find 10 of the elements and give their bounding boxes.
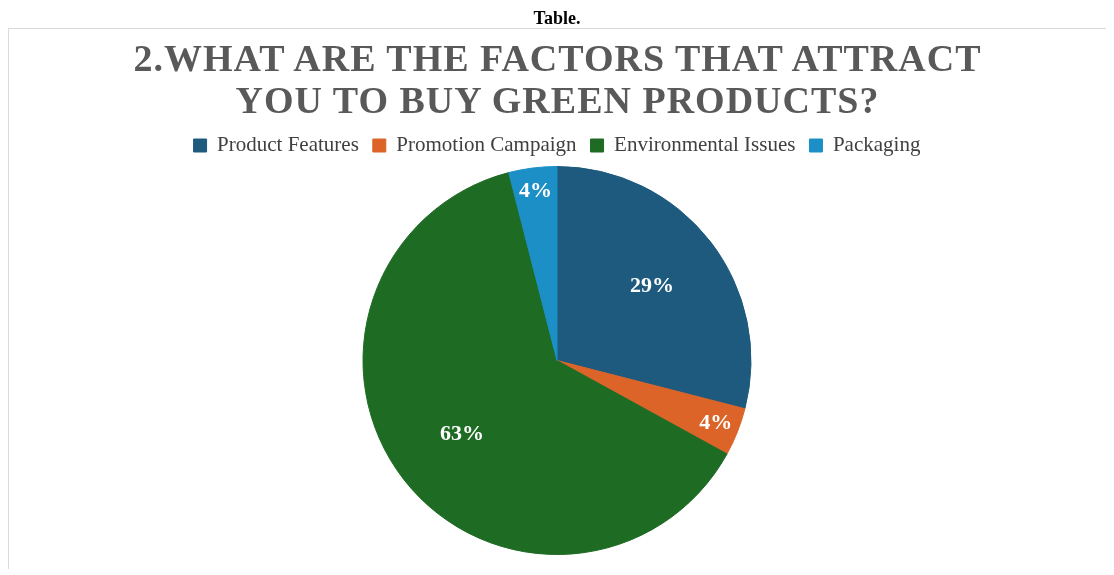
- legend-label: Environmental Issues: [614, 132, 796, 157]
- legend-label: Packaging: [832, 132, 921, 157]
- data-label: 4%: [519, 176, 553, 202]
- data-label: 29%: [630, 272, 675, 298]
- data-label: 63%: [439, 419, 484, 445]
- legend-label: Promotion Campaign: [396, 132, 578, 157]
- chart-title: 2.WHAT ARE THE FACTORS THAT ATTRACT YOU TO BUY GREEN PRODUCTS?: [132, 37, 983, 121]
- text: Table.: [532, 8, 582, 28]
- legend-label: Product Features: [217, 132, 359, 157]
- data-label: 4%: [699, 409, 733, 435]
